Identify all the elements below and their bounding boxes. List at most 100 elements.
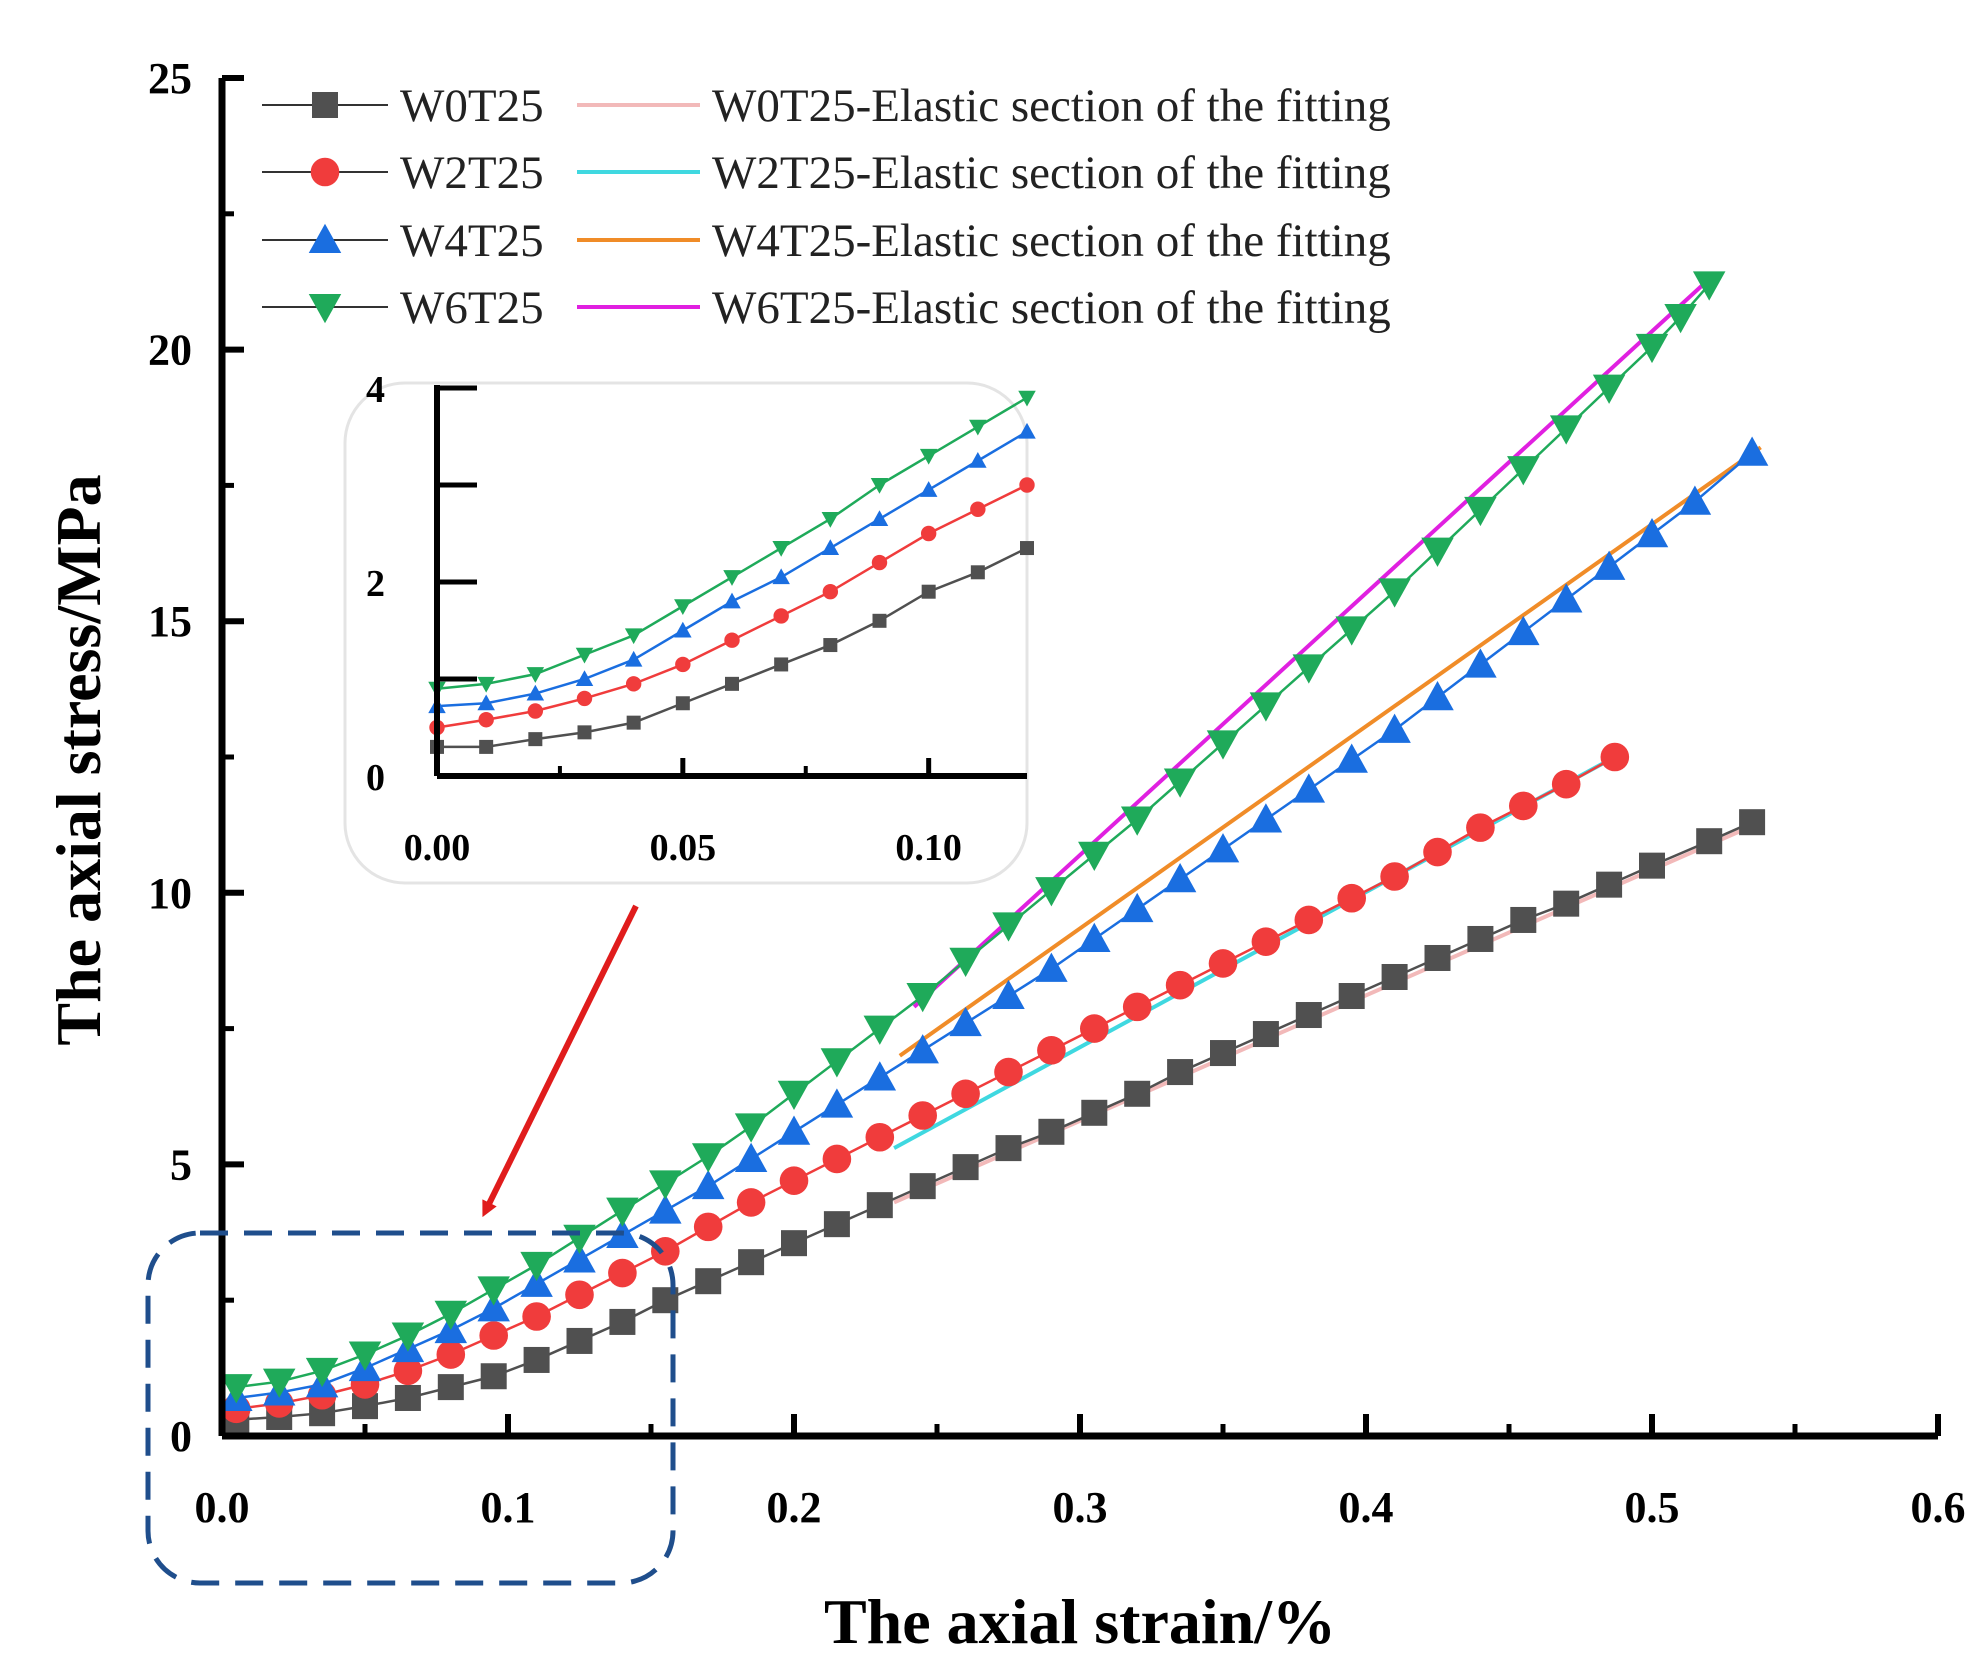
- inset-x-tick-label: 0.00: [404, 827, 471, 869]
- data-point: [1509, 791, 1538, 821]
- inset-series-w0t25: [430, 541, 1034, 754]
- legend-label: W6T25: [400, 282, 544, 334]
- data-point: [1337, 883, 1366, 913]
- x-tick-label: 0.2: [767, 1483, 822, 1532]
- inset-data-point: [478, 712, 494, 728]
- data-point: [1378, 713, 1411, 743]
- inset-data-point: [823, 638, 838, 653]
- data-point: [1549, 415, 1583, 445]
- data-point: [906, 983, 939, 1013]
- data-point: [520, 1251, 553, 1282]
- y-axis-ticks: 0 5 10 15 20 25: [148, 54, 244, 1461]
- data-point: [1678, 485, 1712, 515]
- inset-data-point: [919, 448, 938, 465]
- y-tick-label: 25: [148, 54, 192, 103]
- inset-data-point: [624, 628, 643, 645]
- data-point: [1596, 871, 1623, 898]
- data-point: [691, 1169, 725, 1200]
- series-w4t25: [220, 436, 1769, 1411]
- legend-item-fit-1: W0T25-Elastic section of the fitting: [577, 80, 1391, 132]
- data-point: [738, 1249, 765, 1276]
- data-point: [1038, 1118, 1065, 1145]
- inset-data-point: [921, 584, 936, 599]
- data-point: [1081, 1099, 1108, 1126]
- data-point: [822, 1144, 852, 1174]
- inset-data-point: [969, 419, 987, 436]
- data-point: [1424, 944, 1451, 971]
- y-tick-label: 5: [170, 1140, 192, 1189]
- legend-item-fit-4: W6T25-Elastic section of the fitting: [577, 282, 1391, 334]
- inset-data-point: [871, 554, 888, 571]
- inset-data-point: [479, 739, 494, 754]
- data-point: [1206, 730, 1240, 760]
- data-point: [1381, 963, 1408, 990]
- data-point: [520, 1267, 553, 1297]
- data-point: [1592, 550, 1626, 580]
- inset-data-point: [872, 613, 887, 628]
- y-tick-label: 0: [170, 1412, 192, 1461]
- data-point: [1078, 841, 1111, 872]
- inset-data-point: [822, 584, 839, 600]
- x-tick-label: 0.5: [1625, 1483, 1680, 1532]
- data-point: [995, 1135, 1022, 1162]
- data-point: [952, 1154, 979, 1181]
- inset-data-point: [1019, 477, 1035, 493]
- data-point: [736, 1188, 766, 1217]
- fit-line-w0t25: [893, 820, 1762, 1205]
- inset-data-point: [870, 478, 889, 494]
- legend-marker: [308, 223, 342, 253]
- data-point: [1635, 518, 1669, 548]
- data-point: [1378, 578, 1411, 608]
- data-point: [992, 979, 1025, 1010]
- inset-data-point: [920, 525, 937, 542]
- data-point: [1167, 1059, 1194, 1086]
- data-point: [563, 1243, 596, 1273]
- inset-data-point: [724, 632, 740, 648]
- x-tick-label: 0.4: [1339, 1483, 1394, 1532]
- legend-item-fit-2: W2T25-Elastic section of the fitting: [577, 147, 1391, 199]
- inset-series-w4t25: [428, 422, 1036, 714]
- data-point: [1507, 615, 1540, 646]
- x-tick-label: 0.1: [481, 1483, 536, 1532]
- legend-marker: [312, 92, 338, 118]
- inset-ticks: 0.00 0.05 0.10 0 2 4: [366, 369, 962, 869]
- data-point: [1165, 970, 1195, 1000]
- legend-label: W0T25: [400, 80, 544, 132]
- x-axis-title: The axial strain/%: [824, 1586, 1336, 1657]
- data-point: [477, 1276, 510, 1306]
- data-point: [1380, 862, 1409, 891]
- inset-data-point: [725, 676, 739, 691]
- data-point: [1080, 1014, 1109, 1043]
- data-point: [649, 1194, 682, 1224]
- y-tick-label: 20: [148, 326, 192, 375]
- x-axis-ticks: 0.0 0.1 0.2 0.3 0.4 0.5 0.6: [195, 1414, 1966, 1532]
- inset-data-point: [575, 647, 594, 664]
- inset-data-point: [723, 592, 741, 609]
- data-point: [863, 1015, 897, 1045]
- legend-fit-label: W4T25-Elastic section of the fitting: [712, 215, 1391, 267]
- inset-data-point: [919, 481, 938, 497]
- inset-data-point: [675, 696, 690, 711]
- data-point: [477, 1292, 510, 1322]
- data-point: [734, 1142, 768, 1172]
- data-point: [1464, 648, 1497, 678]
- data-point: [1292, 654, 1326, 684]
- legend-marker: [308, 294, 342, 324]
- data-point: [908, 1101, 937, 1130]
- inset-data-point: [1020, 541, 1034, 556]
- data-point: [1335, 743, 1368, 773]
- data-point: [994, 1057, 1023, 1087]
- data-point: [1120, 806, 1154, 836]
- inset-data-point: [528, 732, 543, 747]
- inset-data-point: [675, 656, 691, 673]
- y-tick-label: 10: [148, 869, 192, 918]
- inset-data-point: [821, 539, 840, 556]
- data-point: [1206, 833, 1240, 863]
- data-point: [606, 1197, 639, 1227]
- data-point: [563, 1224, 596, 1254]
- data-point: [823, 1211, 850, 1238]
- data-point: [523, 1346, 550, 1373]
- inset-chart: 0.00 0.05 0.10 0 2 4: [343, 369, 1036, 885]
- zoom-region-box: [145, 1230, 676, 1586]
- data-point: [820, 1088, 854, 1118]
